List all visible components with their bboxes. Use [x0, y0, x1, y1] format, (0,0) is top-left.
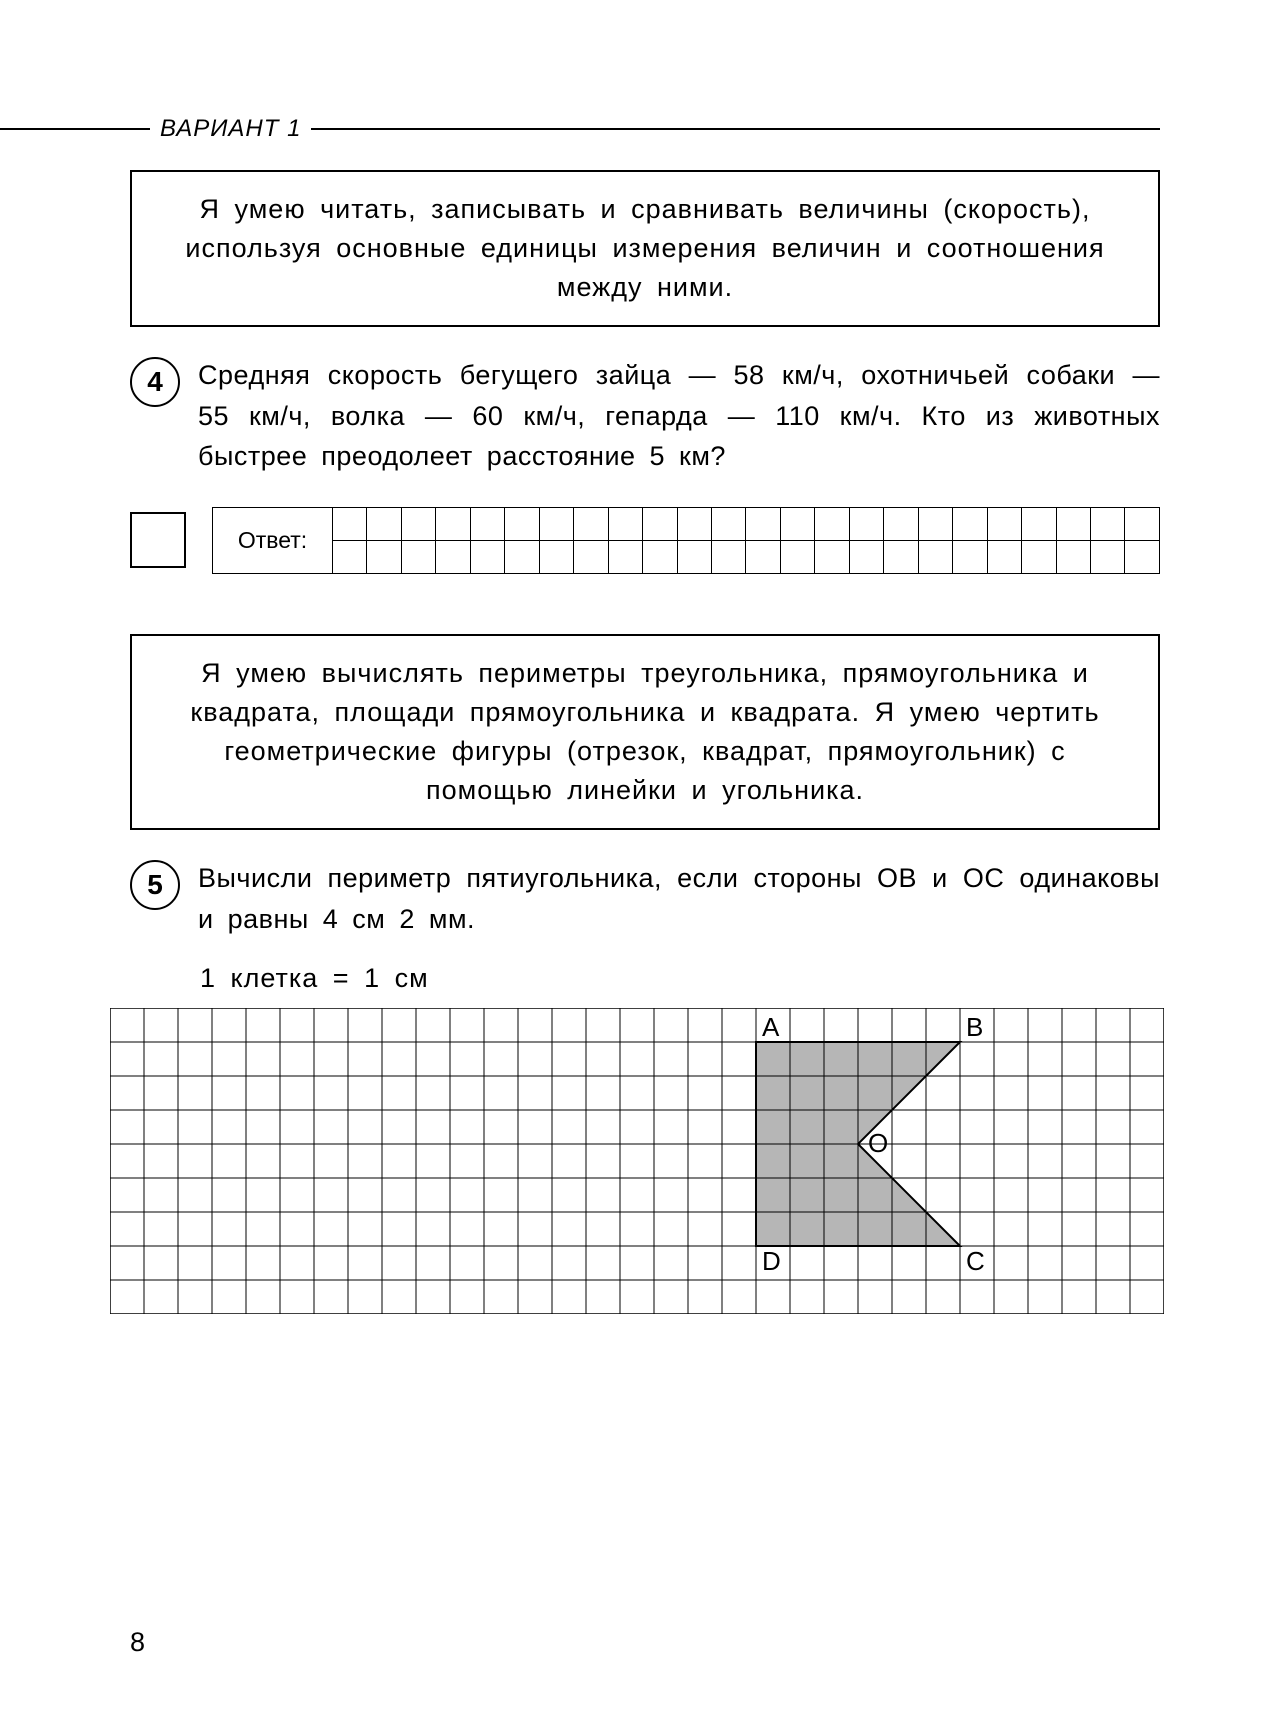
- skill-box-1: Я умею читать, записывать и сравнивать в…: [130, 170, 1160, 327]
- task-4: 4 Средняя скорость бегущего зайца — 58 к…: [130, 355, 1160, 477]
- answer-row-4: Ответ:: [130, 507, 1160, 574]
- answer-grid-4: Ответ:: [212, 507, 1160, 574]
- checkbox-4[interactable]: [130, 512, 186, 568]
- skill-box-2: Я умею вычислять периметры треугольника,…: [130, 634, 1160, 831]
- svg-text:A: A: [762, 1012, 780, 1042]
- svg-text:B: B: [966, 1012, 983, 1042]
- task-5-text: Вычисли периметр пятиугольника, если сто…: [198, 858, 1160, 939]
- geometry-grid: A B O C D: [110, 1008, 1160, 1319]
- variant-header: ВАРИАНТ 1: [0, 115, 1160, 143]
- pentagon-grid-svg: A B O C D: [110, 1008, 1164, 1314]
- svg-text:C: C: [966, 1246, 985, 1276]
- answer-cells[interactable]: [333, 508, 1159, 573]
- answer-label: Ответ:: [213, 508, 333, 573]
- task-5: 5 Вычисли периметр пятиугольника, если с…: [130, 858, 1160, 939]
- rule-right: [311, 128, 1160, 130]
- task-4-text: Средняя скорость бегущего зайца — 58 км/…: [198, 355, 1160, 477]
- page-number: 8: [130, 1627, 145, 1658]
- variant-label: ВАРИАНТ 1: [150, 115, 311, 143]
- scale-note: 1 клетка = 1 см: [200, 963, 1160, 994]
- task-number-5: 5: [130, 860, 180, 910]
- rule-left: [0, 128, 150, 130]
- task-number-4: 4: [130, 357, 180, 407]
- svg-text:D: D: [762, 1246, 781, 1276]
- svg-text:O: O: [868, 1128, 888, 1158]
